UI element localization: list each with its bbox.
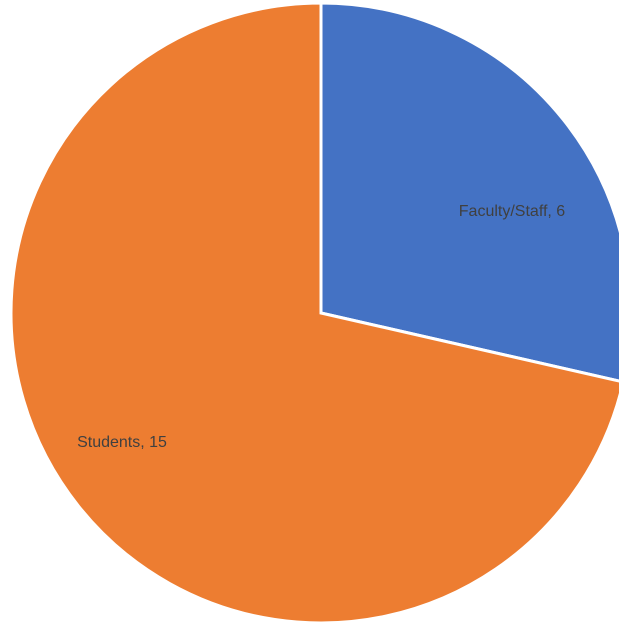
pie-slice-students xyxy=(9,1,619,625)
pie-slices xyxy=(9,1,619,625)
data-label-students: Students, 15 xyxy=(77,434,167,451)
pie-slice-faculty-staff xyxy=(319,1,619,383)
pie-data-labels: Faculty/Staff, 6 Students, 15 xyxy=(77,203,565,451)
data-label-faculty-staff: Faculty/Staff, 6 xyxy=(459,203,566,220)
